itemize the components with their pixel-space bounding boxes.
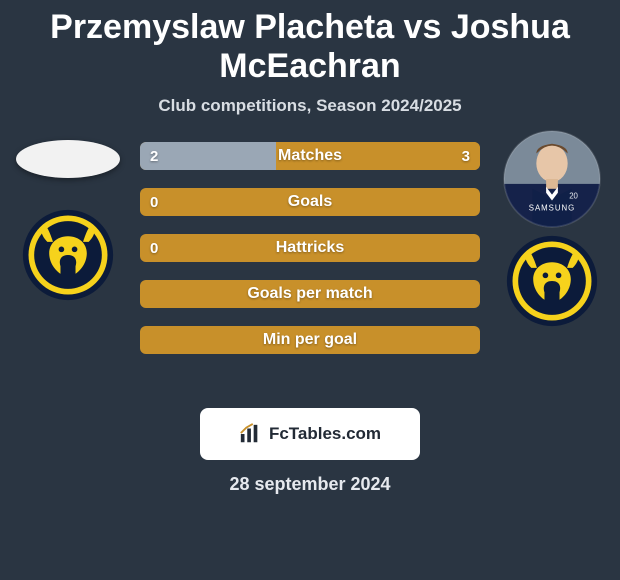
- subtitle: Club competitions, Season 2024/2025: [0, 90, 620, 130]
- player-right-portrait: SAMSUNG 20: [503, 130, 601, 228]
- stat-bar-fill-left: [140, 142, 276, 170]
- oxford-united-icon: [21, 208, 115, 302]
- stat-value-left: 0: [150, 194, 158, 211]
- oxford-united-icon: [505, 234, 599, 328]
- bar-chart-icon: [239, 423, 261, 445]
- stat-label: Hattricks: [276, 239, 344, 257]
- stat-value-left: 0: [150, 240, 158, 257]
- stat-bars: 2 Matches 3 0 Goals 0 Hattricks Goals pe…: [140, 142, 480, 354]
- stat-bar: 0 Hattricks: [140, 234, 480, 262]
- stat-label: Matches: [278, 147, 342, 165]
- portrait-shirt-sponsor: SAMSUNG: [529, 204, 575, 213]
- stat-bar: 2 Matches 3: [140, 142, 480, 170]
- portrait-shirt-number: 20: [569, 192, 578, 201]
- stat-label: Min per goal: [263, 331, 357, 349]
- compare-area: SAMSUNG 20: [0, 130, 620, 400]
- stat-bar: Goals per match: [140, 280, 480, 308]
- fctables-label: FcTables.com: [269, 424, 381, 444]
- player-left-column: [8, 130, 128, 302]
- stat-value-left: 2: [150, 148, 158, 165]
- stat-label: Goals per match: [247, 285, 372, 303]
- player-right-club-badge: [505, 234, 599, 328]
- date: 28 september 2024: [0, 474, 620, 495]
- stat-label: Goals: [288, 193, 332, 211]
- stat-bar: Min per goal: [140, 326, 480, 354]
- fctables-attribution: FcTables.com: [200, 408, 420, 460]
- player-left-club-badge: [21, 208, 115, 302]
- stat-value-right: 3: [462, 148, 470, 165]
- stat-bar: 0 Goals: [140, 188, 480, 216]
- page-title: Przemyslaw Placheta vs Joshua McEachran: [0, 0, 620, 90]
- player-right-column: SAMSUNG 20: [492, 130, 612, 328]
- player-left-placeholder: [16, 140, 120, 178]
